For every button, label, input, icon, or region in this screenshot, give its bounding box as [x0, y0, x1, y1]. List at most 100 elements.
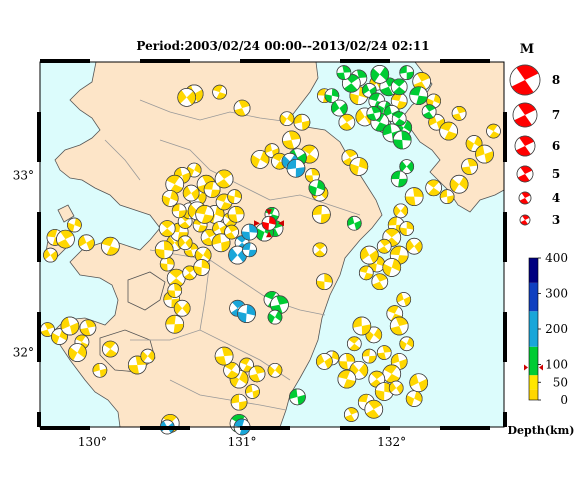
earthquake-focal-mechanism[interactable]	[338, 353, 356, 370]
earthquake-focal-mechanism[interactable]	[79, 319, 97, 337]
earthquake-focal-mechanism[interactable]	[393, 203, 409, 219]
earthquake-focal-mechanism[interactable]	[461, 158, 478, 175]
earthquake-focal-mechanism[interactable]	[421, 104, 437, 119]
earthquake-focal-mechanism[interactable]	[241, 223, 258, 241]
earthquake-focal-mechanism[interactable]	[409, 373, 429, 393]
earthquake-focal-mechanism[interactable]	[177, 235, 193, 251]
earthquake-focal-mechanism[interactable]	[388, 380, 404, 396]
earthquake-focal-mechanism[interactable]	[364, 399, 384, 419]
earthquake-focal-mechanism[interactable]	[425, 179, 443, 197]
earthquake-focal-mechanism[interactable]	[40, 322, 55, 337]
earthquake-focal-mechanism[interactable]	[68, 343, 87, 362]
earthquake-focal-mechanism[interactable]	[399, 159, 415, 174]
earthquake-focal-mechanism[interactable]	[352, 316, 372, 336]
earthquake-focal-mechanism[interactable]	[382, 364, 402, 384]
earthquake-focal-mechanism[interactable]	[279, 111, 295, 127]
earthquake-focal-mechanism[interactable]	[336, 65, 352, 80]
earthquake-focal-mechanism[interactable]	[390, 170, 408, 188]
earthquake-focal-mechanism[interactable]	[390, 78, 408, 96]
earthquake-focal-mechanism[interactable]	[391, 111, 407, 127]
earthquake-focal-mechanism[interactable]	[396, 292, 412, 307]
earthquake-focal-mechanism[interactable]	[370, 65, 390, 84]
magnitude-legend-symbol[interactable]	[516, 165, 534, 183]
earthquake-focal-mechanism[interactable]	[405, 237, 423, 255]
magnitude-legend-symbol[interactable]	[514, 135, 536, 157]
main-event-focal-mechanism[interactable]	[261, 215, 277, 231]
earthquake-focal-mechanism[interactable]	[486, 123, 501, 139]
magnitude-legend-symbol[interactable]	[509, 64, 541, 96]
earthquake-focal-mechanism[interactable]	[331, 99, 348, 117]
earthquake-focal-mechanism[interactable]	[159, 256, 175, 272]
earthquake-focal-mechanism[interactable]	[449, 174, 469, 194]
earthquake-focal-mechanism[interactable]	[250, 150, 270, 169]
earthquake-focal-mechanism[interactable]	[227, 189, 242, 205]
earthquake-focal-mechanism[interactable]	[224, 224, 239, 240]
earthquake-focal-mechanism[interactable]	[312, 242, 328, 258]
earthquake-focal-mechanism[interactable]	[127, 355, 147, 375]
magnitude-legend-symbol[interactable]	[512, 102, 538, 128]
earthquake-focal-mechanism[interactable]	[399, 221, 415, 236]
earthquake-focal-mechanism[interactable]	[399, 336, 415, 352]
earthquake-focal-mechanism[interactable]	[376, 238, 392, 254]
earthquake-focal-mechanism[interactable]	[392, 130, 412, 150]
earthquake-focal-mechanism[interactable]	[248, 365, 266, 383]
earthquake-focal-mechanism[interactable]	[171, 203, 187, 219]
earthquake-focal-mechanism[interactable]	[182, 184, 200, 202]
earthquake-focal-mechanism[interactable]	[382, 258, 402, 277]
earthquake-focal-mechanism[interactable]	[338, 113, 356, 131]
earthquake-focal-mechanism[interactable]	[349, 157, 369, 176]
earthquake-focal-mechanism[interactable]	[212, 84, 227, 100]
magnitude-legend-symbol[interactable]	[519, 214, 531, 226]
earthquake-focal-mechanism[interactable]	[193, 259, 211, 276]
map-panel[interactable]	[37, 59, 507, 436]
earthquake-focal-mechanism[interactable]	[358, 265, 374, 281]
earthquake-focal-mechanism[interactable]	[359, 245, 379, 265]
earthquake-focal-mechanism[interactable]	[239, 357, 254, 373]
earthquake-focal-mechanism[interactable]	[409, 86, 429, 106]
earthquake-focal-mechanism[interactable]	[230, 393, 248, 411]
earthquake-focal-mechanism[interactable]	[237, 304, 256, 323]
earthquake-focal-mechanism[interactable]	[43, 247, 58, 263]
earthquake-focal-mechanism[interactable]	[194, 246, 212, 264]
earthquake-focal-mechanism[interactable]	[56, 229, 75, 249]
earthquake-focal-mechanism[interactable]	[211, 233, 231, 253]
earthquake-focal-mechanism[interactable]	[173, 167, 191, 184]
earthquake-focal-mechanism[interactable]	[60, 316, 80, 336]
earthquake-focal-mechanism[interactable]	[245, 384, 260, 399]
earthquake-focal-mechanism[interactable]	[214, 346, 234, 366]
earthquake-focal-mechanism[interactable]	[167, 283, 183, 298]
earthquake-focal-mechanism[interactable]	[312, 205, 331, 224]
earthquake-focal-mechanism[interactable]	[233, 99, 251, 117]
earthquake-focal-mechanism[interactable]	[195, 205, 214, 224]
earthquake-focal-mechanism[interactable]	[227, 206, 245, 223]
earthquake-focal-mechanism[interactable]	[242, 242, 257, 258]
earthquake-focal-mechanism[interactable]	[343, 407, 359, 422]
earthquake-focal-mechanism[interactable]	[158, 220, 176, 237]
earthquake-focal-mechanism[interactable]	[371, 273, 389, 291]
earthquake-focal-mechanism[interactable]	[203, 181, 221, 198]
earthquake-focal-mechanism[interactable]	[316, 353, 333, 370]
earthquake-focal-mechanism[interactable]	[389, 316, 409, 336]
earthquake-focal-mechanism[interactable]	[361, 348, 377, 364]
earthquake-focal-mechanism[interactable]	[324, 88, 340, 104]
earthquake-focal-mechanism[interactable]	[451, 106, 467, 121]
earthquake-focal-mechanism[interactable]	[92, 362, 108, 378]
earthquake-focal-mechanism[interactable]	[308, 179, 326, 197]
earthquake-focal-mechanism[interactable]	[289, 388, 306, 406]
earthquake-focal-mechanism[interactable]	[346, 215, 362, 231]
earthquake-focal-mechanism[interactable]	[161, 190, 179, 207]
earthquake-focal-mechanism[interactable]	[293, 113, 311, 131]
earthquake-focal-mechanism[interactable]	[439, 121, 458, 141]
earthquake-focal-mechanism[interactable]	[316, 273, 333, 291]
earthquake-focal-mechanism[interactable]	[182, 265, 198, 281]
earthquake-focal-mechanism[interactable]	[346, 336, 362, 352]
earthquake-focal-mechanism[interactable]	[439, 189, 455, 205]
earthquake-focal-mechanism[interactable]	[140, 348, 156, 364]
magnitude-legend-symbol[interactable]	[518, 191, 532, 205]
earthquake-focal-mechanism[interactable]	[165, 314, 185, 334]
earthquake-focal-mechanism[interactable]	[475, 144, 494, 164]
earthquake-focal-mechanism[interactable]	[67, 217, 82, 233]
earthquake-focal-mechanism[interactable]	[404, 187, 424, 207]
earthquake-focal-mechanism[interactable]	[405, 390, 423, 408]
main-event-marker[interactable]	[254, 209, 285, 238]
